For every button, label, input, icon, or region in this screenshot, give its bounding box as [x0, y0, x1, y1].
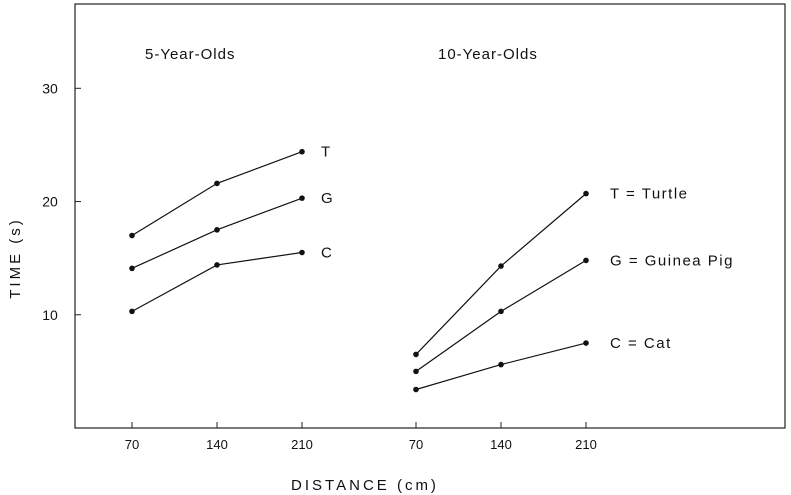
x-tick-label: 70	[409, 437, 423, 452]
data-point	[583, 257, 589, 264]
x-axis-label: DISTANCE (cm)	[291, 477, 439, 494]
x-tick-label: 140	[490, 437, 512, 452]
x-tick-label: 210	[575, 437, 597, 452]
panel-title-10-year: 10-Year-Olds	[438, 46, 538, 63]
y-tick-label: 20	[42, 194, 58, 210]
y-tick-label: 30	[42, 80, 58, 96]
series-label: C	[321, 244, 332, 261]
series-line	[415, 193, 587, 355]
y-axis-label: TIME (s)	[7, 217, 24, 299]
data-point	[214, 180, 220, 187]
plot-frame	[74, 3, 786, 429]
data-point	[299, 195, 305, 201]
series-line	[131, 197, 303, 269]
data-point	[413, 386, 419, 393]
data-point	[299, 148, 305, 155]
series-line	[131, 151, 303, 237]
x-tick-label: 70	[125, 437, 139, 452]
data-point	[583, 190, 589, 197]
series-label: G	[321, 190, 333, 207]
panel-title-5-year: 5-Year-Olds	[145, 46, 235, 63]
series-line	[131, 251, 303, 312]
data-point	[413, 351, 419, 358]
x-tick-label: 210	[291, 437, 313, 452]
x-tick-label: 140	[206, 437, 228, 452]
data-point	[129, 308, 135, 315]
data-point	[583, 340, 589, 346]
data-point	[498, 308, 504, 315]
data-point	[299, 249, 305, 256]
y-tick-label: 10	[42, 307, 58, 323]
data-point	[498, 263, 504, 269]
series-label: G = Guinea Pig	[610, 252, 734, 269]
data-point	[413, 368, 419, 375]
data-point	[129, 232, 135, 239]
series-label: T	[321, 144, 330, 161]
data-point	[214, 227, 220, 233]
series-line	[415, 259, 587, 372]
series-label: T = Turtle	[610, 186, 689, 203]
data-point	[129, 265, 135, 272]
data-point	[214, 262, 220, 268]
series-label: C = Cat	[610, 335, 672, 352]
data-point	[498, 361, 504, 368]
